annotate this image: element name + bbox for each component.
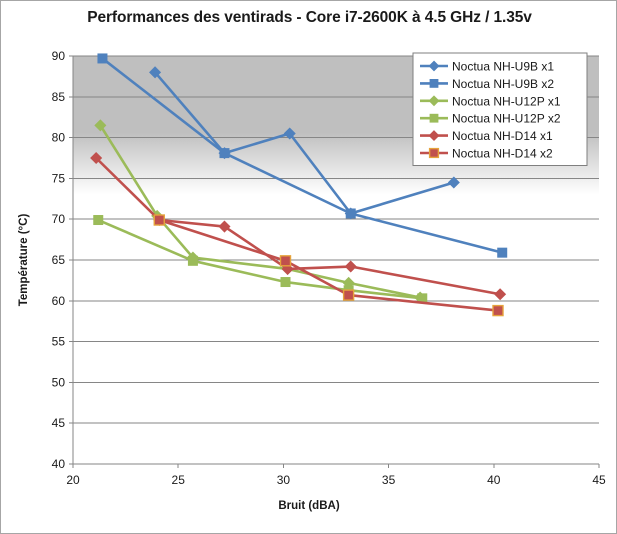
chart-title: Performances des ventirads - Core i7-260… bbox=[87, 9, 532, 26]
series-lines bbox=[90, 53, 508, 317]
data-point-diamond bbox=[494, 288, 507, 301]
data-point-square bbox=[187, 255, 198, 266]
data-point-diamond bbox=[344, 260, 357, 273]
data-point-diamond bbox=[428, 95, 440, 107]
series-1 bbox=[97, 53, 508, 258]
data-point-square bbox=[429, 79, 439, 88]
x-axis-title: Bruit (dBA) bbox=[278, 500, 339, 512]
data-point-square bbox=[428, 147, 440, 159]
data-point-square bbox=[93, 215, 104, 226]
data-point-diamond bbox=[428, 130, 440, 142]
x-tick-label: 20 bbox=[66, 473, 80, 487]
chart-legend: Noctua NH-U9B x1 Noctua NH-U9B x2 Noctua N… bbox=[412, 52, 588, 166]
y-tick-label: 40 bbox=[52, 457, 66, 471]
data-point-square bbox=[219, 148, 230, 159]
x-tick-label: 45 bbox=[592, 473, 606, 487]
series-line-1 bbox=[101, 57, 503, 254]
legend-item-label: Noctua NH-U9B x2 bbox=[452, 77, 554, 91]
y-tick-label: 55 bbox=[52, 335, 66, 349]
x-axis-ticks: 20 25 30 35 40 45 bbox=[66, 464, 606, 487]
data-point-diamond bbox=[149, 66, 162, 79]
legend-item-label: Noctua NH-U12P x2 bbox=[452, 112, 561, 126]
y-tick-label: 80 bbox=[52, 131, 66, 145]
data-point-square bbox=[342, 289, 355, 301]
data-point-square bbox=[497, 247, 508, 258]
data-point-square bbox=[429, 113, 439, 123]
series-line-4 bbox=[95, 157, 501, 296]
series-line-3 bbox=[97, 218, 423, 300]
data-point-square bbox=[97, 53, 108, 64]
data-point-diamond bbox=[447, 176, 460, 189]
x-tick-label: 30 bbox=[277, 473, 291, 487]
data-point-diamond bbox=[428, 60, 440, 72]
y-tick-label: 65 bbox=[52, 253, 66, 267]
axis-lines bbox=[72, 56, 599, 465]
legend-item-label: Noctua NH-U9B x1 bbox=[452, 60, 554, 74]
data-point-diamond bbox=[90, 151, 103, 165]
legend-item-1[interactable]: Noctua NH-U9B x2 bbox=[420, 77, 554, 91]
data-point-square bbox=[280, 277, 291, 288]
legend-box bbox=[412, 52, 588, 166]
y-tick-label: 70 bbox=[52, 212, 66, 226]
legend-item-2[interactable]: Noctua NH-U12P x1 bbox=[420, 94, 561, 108]
x-tick-label: 25 bbox=[172, 473, 186, 487]
x-tick-label: 40 bbox=[487, 473, 501, 487]
y-axis-ticks: 40 45 50 55 60 65 70 75 80 85 90 bbox=[52, 49, 73, 471]
y-tick-label: 45 bbox=[52, 416, 66, 430]
legend-item-label: Noctua NH-D14 x1 bbox=[452, 129, 553, 143]
data-point-square bbox=[153, 214, 165, 226]
y-tick-label: 85 bbox=[52, 90, 66, 104]
legend-item-5[interactable]: Noctua NH-D14 x2 bbox=[420, 147, 553, 161]
data-point-diamond bbox=[94, 119, 107, 132]
series-3 bbox=[93, 215, 428, 304]
legend-item-label: Noctua NH-D14 x2 bbox=[452, 147, 553, 161]
legend-item-label: Noctua NH-U12P x1 bbox=[452, 94, 561, 108]
y-tick-label: 90 bbox=[52, 49, 66, 63]
data-point-square bbox=[279, 255, 292, 267]
data-point-square bbox=[345, 208, 356, 219]
data-point-square bbox=[417, 293, 428, 304]
y-axis-title: Température (°C) bbox=[18, 214, 30, 307]
y-tick-label: 50 bbox=[52, 375, 66, 389]
y-tick-label: 60 bbox=[52, 294, 66, 308]
data-point-diamond bbox=[218, 220, 231, 233]
data-point-diamond bbox=[283, 127, 296, 140]
series-line-5 bbox=[158, 218, 499, 312]
legend-item-4[interactable]: Noctua NH-D14 x1 bbox=[420, 129, 553, 143]
series-5 bbox=[153, 214, 504, 317]
y-tick-label: 75 bbox=[52, 171, 66, 185]
x-tick-label: 35 bbox=[382, 473, 396, 487]
series-line-2 bbox=[99, 124, 421, 299]
data-point-square bbox=[492, 304, 504, 317]
legend-item-3[interactable]: Noctua NH-U12P x2 bbox=[420, 112, 561, 126]
legend-item-0[interactable]: Noctua NH-U9B x1 bbox=[420, 60, 554, 74]
